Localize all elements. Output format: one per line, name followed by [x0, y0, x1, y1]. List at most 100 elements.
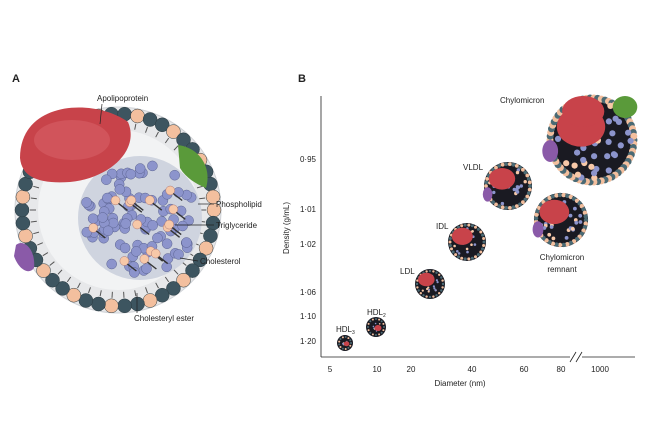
phospholipid-head: [66, 287, 82, 303]
phospholipid-head: [91, 296, 106, 312]
phospholipid-head: [117, 298, 132, 314]
phospholipid-head: [104, 298, 119, 314]
triglyceride-molecule: [120, 218, 131, 229]
triglyceride-molecule: [134, 163, 146, 174]
triglyceride-molecule: [97, 212, 108, 223]
x-tick-label: 10: [373, 365, 382, 374]
phospholipid-head: [130, 296, 145, 312]
x-tick-label: 60: [520, 365, 529, 374]
label-ldl: LDL: [400, 267, 415, 276]
label-chylomicron-remnant-line1: Chylomicron: [540, 253, 584, 262]
leader-apolipoprotein: [99, 103, 103, 125]
phospholipid-head: [78, 293, 94, 308]
phospholipid-tail: [155, 282, 159, 289]
phospholipid-tail: [77, 282, 81, 289]
phospholipid-head: [18, 228, 33, 244]
triglyceride-core-cluster: [81, 160, 197, 278]
triglyceride-molecule: [102, 192, 113, 204]
phospholipid-tail: [37, 242, 43, 246]
label-phospholipid: Phospholipid: [216, 200, 262, 209]
cholesteryl-ester-molecule: [132, 219, 150, 236]
label-chylomicron: Chylomicron: [500, 96, 544, 105]
triglyceride-molecule: [152, 232, 163, 244]
phospholipid-head: [15, 189, 31, 205]
label-idl: IDL: [436, 222, 449, 231]
cholesteryl-ester-molecule: [126, 195, 144, 211]
phospholipid-tail: [173, 145, 179, 151]
phospholipid-tail: [155, 131, 159, 138]
phospholipid-tail: [145, 126, 148, 133]
phospholipid-tail: [88, 287, 91, 294]
green-protein: [178, 145, 208, 188]
idl-particle: [448, 223, 486, 261]
phospholipid-tail: [33, 185, 40, 189]
phospholipid-head: [18, 176, 33, 192]
label-apolipoprotein: Apolipoprotein: [97, 94, 148, 103]
phospholipid-head: [154, 287, 170, 303]
triglyceride-molecule: [101, 174, 112, 185]
label-triglyceride: Triglyceride: [216, 221, 258, 230]
hdl2-particle: [366, 317, 386, 337]
label-cholesteryl-ester: Cholesteryl ester: [134, 314, 194, 323]
cholesteryl-ester-molecule: [145, 195, 163, 211]
phospholipid-head: [154, 117, 170, 133]
leader-cholesterol: [179, 257, 199, 262]
triglyceride-molecule: [87, 213, 99, 224]
triglyceride-molecule: [141, 263, 152, 274]
y-tick-label: 1·02: [300, 240, 317, 249]
phospholipid-tail: [33, 231, 40, 235]
triglyceride-molecule: [106, 258, 117, 270]
triglyceride-molecule: [161, 238, 173, 249]
axis-break-mark: [569, 351, 583, 363]
triglyceride-molecule: [130, 246, 142, 257]
panel-b-letter: B: [298, 73, 306, 85]
phospholipid-tail: [199, 197, 206, 200]
phospholipid-head: [45, 272, 60, 288]
hdl3-particle: [337, 335, 353, 351]
phospholipid-tail: [99, 290, 102, 297]
triglyceride-molecule: [173, 249, 184, 260]
triglyceride-molecule: [102, 225, 114, 237]
x-tick-label: 20: [407, 365, 416, 374]
lipoprotein-particles: [337, 94, 638, 351]
vldl-particle: [482, 162, 532, 210]
phospholipid-head: [166, 281, 181, 296]
phospholipid-tail: [173, 269, 179, 275]
triglyceride-molecule: [129, 267, 140, 278]
cholesteryl-ester-molecule: [168, 204, 186, 220]
phospholipid-tail: [42, 252, 49, 257]
triglyceride-molecule: [119, 242, 131, 254]
phospholipid-tail: [49, 261, 55, 266]
panel-a: A Apolipoprotein Phospholipid Triglyceri…: [12, 73, 262, 323]
phospholipid-tail: [196, 185, 203, 189]
x-tick-label: 80: [557, 365, 566, 374]
x-tick-label: 1000: [591, 365, 609, 374]
phospholipid-head: [203, 228, 218, 244]
x-tick-label: 40: [468, 365, 477, 374]
phospholipid-head: [185, 263, 200, 278]
cholesteryl-ester-molecule: [139, 254, 157, 270]
ldl-particle: [415, 269, 445, 299]
label-vldl: VLDL: [463, 163, 484, 172]
phospholipid-tail: [134, 123, 137, 130]
triglyceride-molecule: [162, 253, 174, 264]
cholesteryl-ester-molecule: [88, 223, 106, 239]
phospholipid-head: [142, 112, 158, 127]
phospholipid-head: [14, 202, 30, 218]
phospholipid-head: [55, 281, 70, 296]
chylomicron-remnant-particle: [532, 192, 589, 248]
apolipoprotein-highlight: [34, 120, 110, 160]
purple-protein: [14, 242, 35, 272]
x-axis-title: Diameter (nm): [434, 379, 485, 388]
phospholipid-tail: [30, 220, 37, 223]
y-tick-label: 1·01: [300, 205, 317, 214]
cholesteryl-ester-molecule: [164, 219, 182, 236]
cholesteryl-ester-molecule: [110, 195, 128, 211]
triglyceride-molecule: [81, 197, 92, 208]
chylomicron-particle: [542, 94, 638, 186]
y-tick-label: 1·10: [300, 312, 317, 321]
label-hdl2: HDL2: [367, 308, 386, 319]
phospholipid-head: [198, 240, 214, 256]
triglyceride-molecule: [147, 220, 158, 231]
